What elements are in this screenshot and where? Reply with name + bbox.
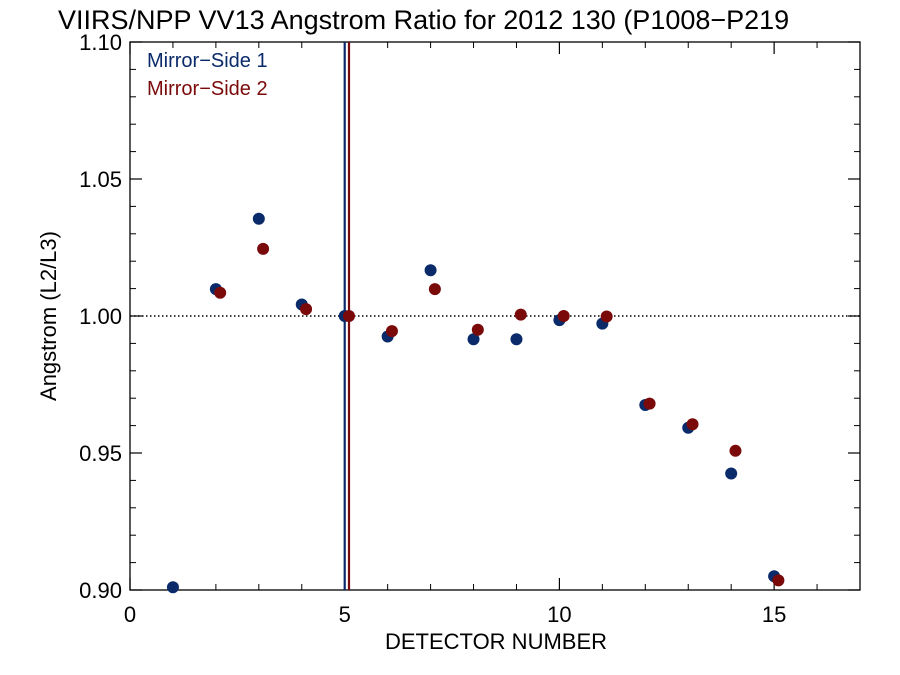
data-point-series-1 — [424, 264, 437, 277]
plot-area: 0 5 10 15 0.90 0.95 1.00 1.05 1.10 — [79, 30, 861, 627]
x-tick-label: 10 — [547, 602, 571, 627]
chart-title: VIIRS/NPP VV13 Angstrom Ratio for 2012 1… — [58, 5, 789, 35]
y-tick-label: 0.95 — [79, 441, 122, 466]
data-point-series-2 — [557, 310, 570, 322]
x-tick-label: 0 — [124, 602, 136, 627]
data-point-series-2 — [214, 286, 227, 299]
x-tick-label: 15 — [762, 602, 786, 627]
y-tick-label: 1.10 — [79, 30, 122, 55]
data-point-series-2 — [428, 283, 441, 296]
legend-entry: Mirror−Side 1 — [147, 50, 268, 72]
data-point-series-2 — [686, 418, 699, 431]
legend-entry: Mirror−Side 2 — [147, 78, 268, 100]
data-point-series-1 — [166, 581, 179, 594]
data-point-series-1 — [510, 333, 523, 346]
x-tick-label: 5 — [339, 602, 351, 627]
data-point-series-2 — [471, 323, 484, 336]
y-axis-label: Angstrom (L2/L3) — [36, 231, 61, 401]
data-point-series-2 — [643, 397, 656, 410]
data-point-series-1 — [467, 333, 480, 346]
x-axis-label: DETECTOR NUMBER — [385, 629, 607, 654]
data-point-series-2 — [257, 242, 270, 255]
data-point-series-2 — [300, 303, 313, 316]
y-tick-label: 0.90 — [79, 578, 122, 603]
data-point-series-2 — [385, 325, 398, 338]
data-point-series-2 — [600, 310, 613, 323]
data-point-series-2 — [729, 444, 742, 457]
legend: Mirror−Side 1 Mirror−Side 2 — [147, 50, 268, 100]
data-point-series-1 — [252, 212, 265, 225]
y-tick-label: 1.05 — [79, 167, 122, 192]
y-tick-label: 1.00 — [79, 304, 122, 329]
data-point-series-2 — [772, 574, 785, 587]
data-point-series-1 — [725, 467, 738, 480]
data-point-series-2 — [514, 308, 527, 321]
data-point-series-2 — [343, 310, 355, 322]
